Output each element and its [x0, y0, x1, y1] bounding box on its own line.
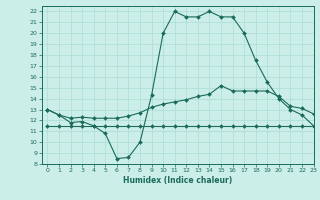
X-axis label: Humidex (Indice chaleur): Humidex (Indice chaleur): [123, 176, 232, 185]
